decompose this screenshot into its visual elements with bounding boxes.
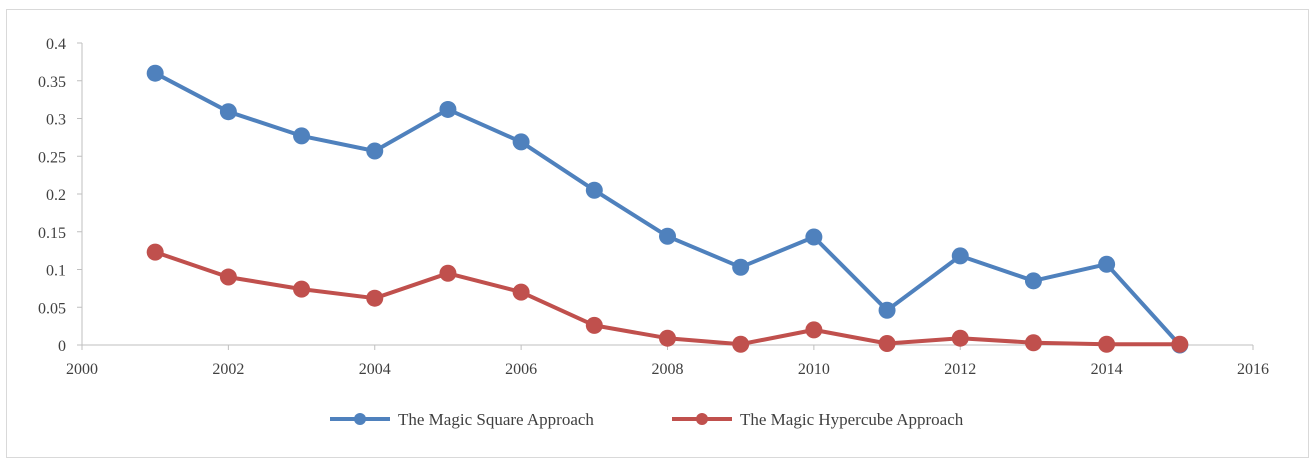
series-2-point [366, 289, 384, 307]
series-1-point [585, 181, 603, 199]
y-tick-label: 0 [58, 338, 66, 355]
series-2-point [732, 335, 750, 353]
y-tick-label: 0.25 [38, 149, 66, 166]
series-2-point [878, 334, 896, 352]
y-tick-label: 0.05 [38, 300, 66, 317]
y-tick-label: 0.3 [46, 112, 66, 129]
series-1-point [805, 228, 823, 246]
series-2-point [951, 329, 969, 347]
y-tick-label: 0.1 [46, 263, 66, 280]
x-tick-label: 2014 [1091, 361, 1123, 378]
chart-frame [6, 9, 1309, 458]
series-2-point [512, 283, 530, 301]
legend-swatch-marker [696, 413, 708, 425]
series-1-point [1024, 272, 1042, 290]
series-2-point [219, 268, 237, 286]
series-1-point [366, 142, 384, 160]
x-tick-label: 2008 [652, 361, 684, 378]
series-2-point [1024, 334, 1042, 352]
series-1-point [732, 258, 750, 276]
series-1-point [951, 247, 969, 265]
series-2-point [439, 264, 457, 282]
x-tick-label: 2004 [359, 361, 391, 378]
series-2-point [1171, 335, 1189, 353]
series-1-line [154, 71, 1182, 347]
series-2-point [146, 243, 164, 261]
series-2-point [1098, 335, 1116, 353]
axes [77, 42, 1254, 350]
y-tick-label: 0.4 [46, 36, 66, 53]
series-1-point [1098, 255, 1116, 273]
series-1-point [219, 103, 237, 121]
series-2 [146, 243, 1189, 353]
series-1-point [659, 227, 676, 245]
series-2-point [805, 321, 823, 339]
series-layer [146, 64, 1189, 354]
y-tick-label: 0.2 [46, 187, 66, 204]
series-1 [146, 64, 1189, 354]
y-tick-label: 0.15 [38, 225, 66, 242]
series-1-point [293, 127, 311, 145]
series-2-point [659, 329, 676, 347]
series-1-point [512, 133, 530, 151]
series-1-point [146, 64, 164, 82]
series-1-point [878, 301, 896, 319]
series-1-point [439, 100, 457, 118]
x-tick-labels: 2000 2002 2004 2006 2008 2010 2012 2014 2016 [66, 361, 1269, 378]
y-tick-labels: 0 0.05 0.1 0.15 0.2 0.25 0.3 0.35 0.4 [38, 36, 66, 355]
legend: The Magic Square Approach The Magic Hyper… [330, 410, 964, 429]
series-2-point [293, 280, 311, 298]
x-tick-label: 2016 [1237, 361, 1269, 378]
series-2-point [585, 316, 603, 334]
x-tick-label: 2000 [66, 361, 98, 378]
legend-item-1: The Magic Square Approach [330, 410, 594, 429]
legend-label: The Magic Square Approach [398, 410, 594, 429]
legend-item-2: The Magic Hypercube Approach [672, 410, 964, 429]
x-tick-label: 2006 [505, 361, 537, 378]
x-tick-label: 2002 [212, 361, 244, 378]
x-tick-label: 2012 [944, 361, 976, 378]
legend-swatch-marker [354, 413, 366, 425]
x-tick-label: 2010 [798, 361, 830, 378]
y-tick-label: 0.35 [38, 74, 66, 91]
legend-label: The Magic Hypercube Approach [740, 410, 964, 429]
